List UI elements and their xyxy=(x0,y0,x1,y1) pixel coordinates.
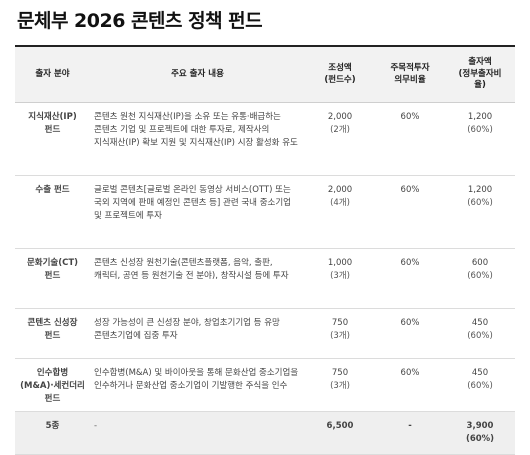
total-fund-size: 6,500 xyxy=(305,411,375,455)
row-ratio: 60% xyxy=(375,175,445,249)
total-investment: 3,900 (60%) xyxy=(445,411,515,455)
row-category: 수출 펀드 xyxy=(15,175,90,249)
row-investment: 450 (60%) xyxy=(445,308,515,359)
header-category: 출자 분야 xyxy=(15,45,90,103)
table-row: 문화기술(CT) 펀드 콘텐츠 신성장 원천기술(콘텐츠플랫폼, 음악, 출판, … xyxy=(15,248,515,309)
page-title: 문체부 2026 콘텐츠 정책 펀드 xyxy=(17,10,263,32)
row-fund-size: 2,000 (2개) xyxy=(305,102,375,176)
row-fund-size: 750 (3개) xyxy=(305,358,375,413)
total-row: 5종 - 6,500 - 3,900 (60%) xyxy=(15,411,515,455)
total-description: - xyxy=(90,411,305,455)
page: 문체부 2026 콘텐츠 정책 펀드 출자 분야 주요 출자 내용 조성액 (펀드… xyxy=(15,10,515,455)
row-investment: 450 (60%) xyxy=(445,358,515,413)
table-header-row: 출자 분야 주요 출자 내용 조성액 (펀드수) 주목적투자 의무비율 출자액 (정부… xyxy=(15,45,515,103)
table-row: 인수합병 (M&A)·세컨더리 펀드 인수합병(M&A) 및 바이아웃을 통해 문… xyxy=(15,358,515,413)
header-content: 주요 출자 내용 xyxy=(90,45,305,103)
row-ratio: 60% xyxy=(375,248,445,309)
row-category: 문화기술(CT) 펀드 xyxy=(15,248,90,309)
row-category: 콘텐츠 신성장 펀드 xyxy=(15,308,90,359)
row-description: 성장 가능성이 큰 신성장 분야, 창업초기기업 등 유망 콘텐츠기업에 집중 … xyxy=(90,308,305,359)
row-fund-size: 1,000 (3개) xyxy=(305,248,375,309)
row-description: 인수합병(M&A) 및 바이아웃을 통해 문화산업 중소기업을 인수하거나 문화… xyxy=(90,358,305,413)
header-ratio: 주목적투자 의무비율 xyxy=(375,45,445,103)
fund-table: 출자 분야 주요 출자 내용 조성액 (펀드수) 주목적투자 의무비율 출자액 (정부… xyxy=(15,45,515,455)
row-category: 인수합병 (M&A)·세컨더리 펀드 xyxy=(15,358,90,413)
table-row: 콘텐츠 신성장 펀드 성장 가능성이 큰 신성장 분야, 창업초기기업 등 유망 … xyxy=(15,308,515,359)
row-ratio: 60% xyxy=(375,308,445,359)
row-ratio: 60% xyxy=(375,358,445,413)
header-investment: 출자액 (정부출자비 율) xyxy=(445,45,515,103)
row-fund-size: 2,000 (4개) xyxy=(305,175,375,249)
total-label: 5종 xyxy=(15,411,90,455)
table-row: 지식재산(IP) 펀드 콘텐츠 원천 지식재산(IP)을 소유 또는 유통·배급하… xyxy=(15,102,515,176)
row-category: 지식재산(IP) 펀드 xyxy=(15,102,90,176)
row-fund-size: 750 (3개) xyxy=(305,308,375,359)
row-description: 콘텐츠 신성장 원천기술(콘텐츠플랫폼, 음악, 출판, 캐릭터, 공연 등 원… xyxy=(90,248,305,309)
row-investment: 600 (60%) xyxy=(445,248,515,309)
row-ratio: 60% xyxy=(375,102,445,176)
row-investment: 1,200 (60%) xyxy=(445,102,515,176)
header-size: 조성액 (펀드수) xyxy=(305,45,375,103)
row-description: 글로벌 콘텐츠[글로벌 온라인 동영상 서비스(OTT) 또는 국외 지역에 판… xyxy=(90,175,305,249)
total-ratio: - xyxy=(375,411,445,455)
row-investment: 1,200 (60%) xyxy=(445,175,515,249)
table-row: 수출 펀드 글로벌 콘텐츠[글로벌 온라인 동영상 서비스(OTT) 또는 국외… xyxy=(15,175,515,249)
row-description: 콘텐츠 원천 지식재산(IP)을 소유 또는 유통·배급하는 콘텐츠 기업 및 … xyxy=(90,102,305,176)
